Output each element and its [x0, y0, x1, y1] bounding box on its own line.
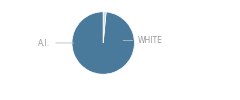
Text: WHITE: WHITE: [123, 36, 163, 45]
Wedge shape: [103, 12, 106, 43]
Wedge shape: [72, 12, 134, 74]
Text: A.I.: A.I.: [38, 38, 74, 48]
